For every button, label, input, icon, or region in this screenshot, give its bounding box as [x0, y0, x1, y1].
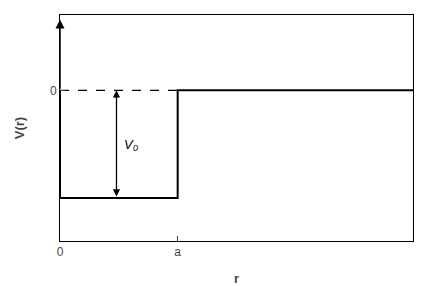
svg-text:0: 0 [50, 84, 57, 98]
svg-text:V₀: V₀ [124, 137, 139, 152]
svg-text:V(r): V(r) [12, 117, 27, 139]
svg-text:0: 0 [57, 245, 64, 259]
svg-text:r: r [234, 271, 239, 286]
svg-text:a: a [174, 245, 181, 259]
